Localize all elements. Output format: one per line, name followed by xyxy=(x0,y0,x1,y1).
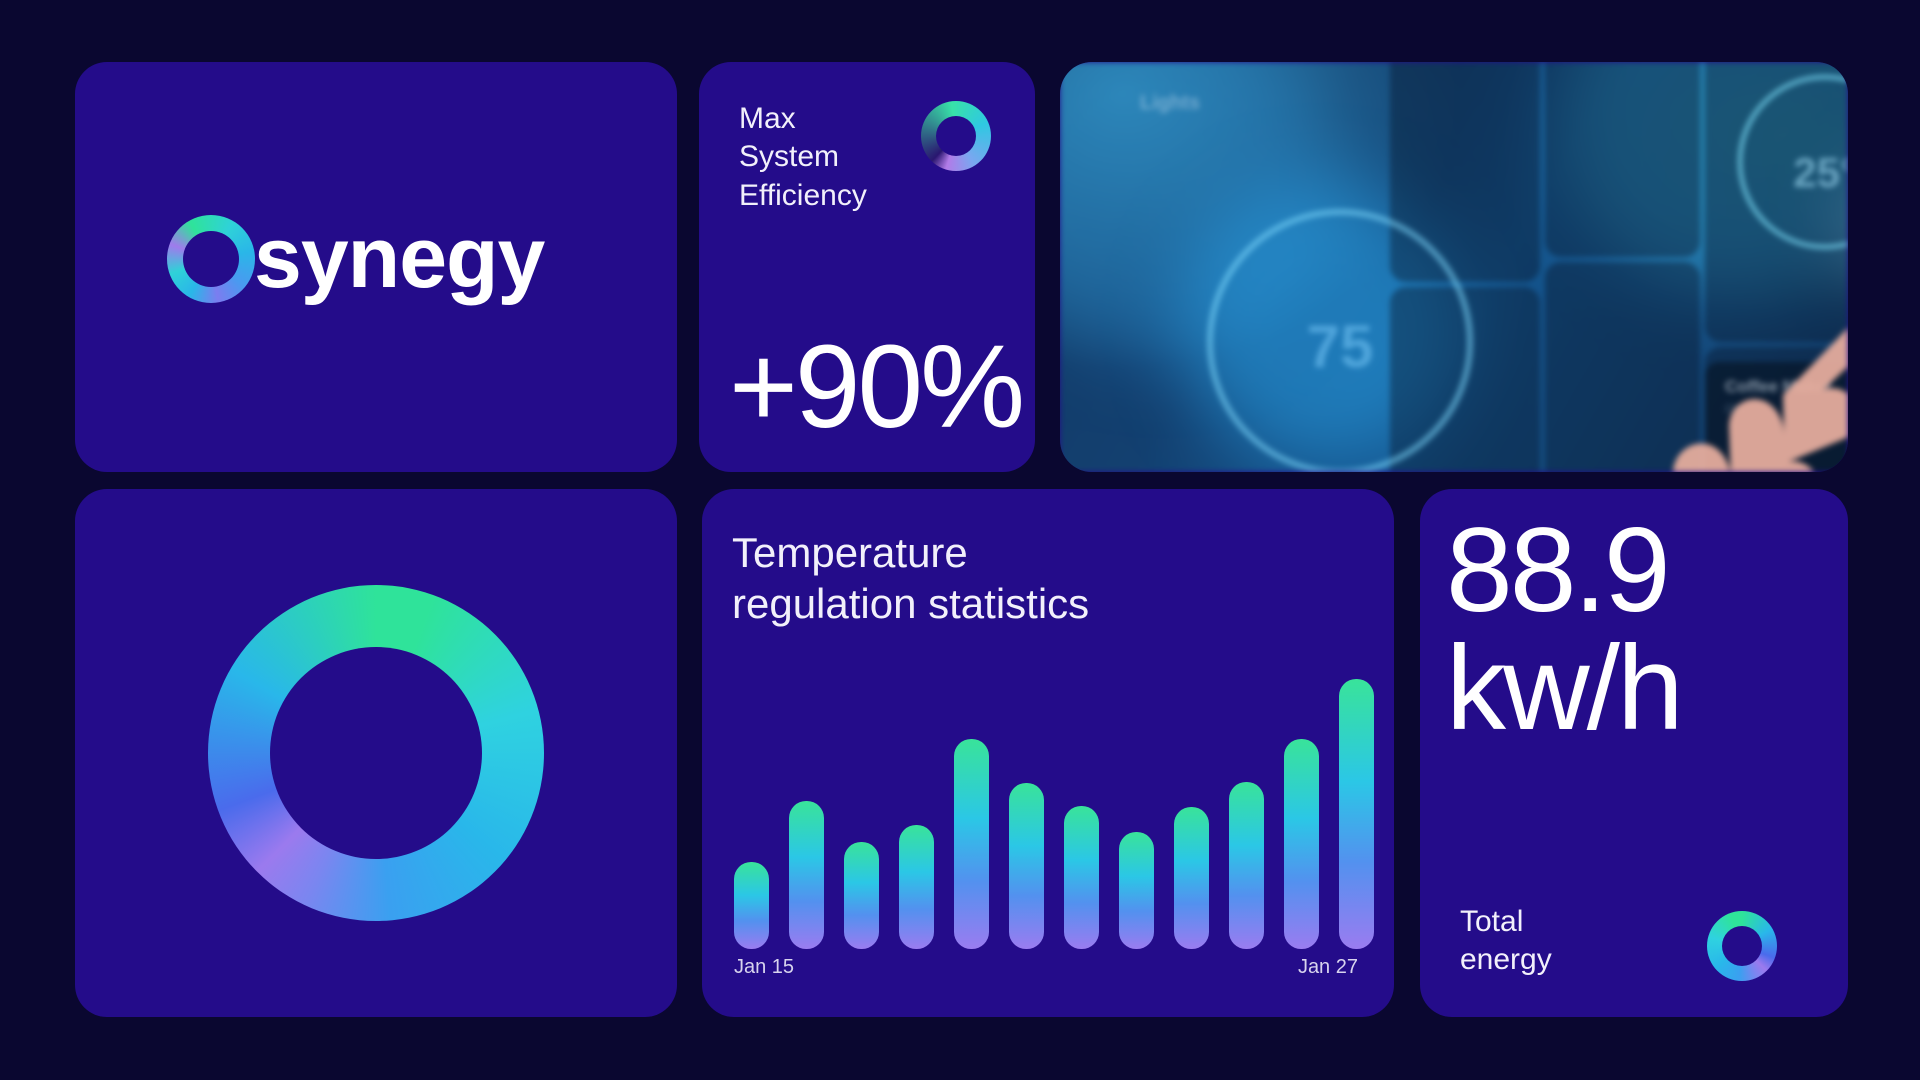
svg-text:75: 75 xyxy=(1307,313,1374,380)
